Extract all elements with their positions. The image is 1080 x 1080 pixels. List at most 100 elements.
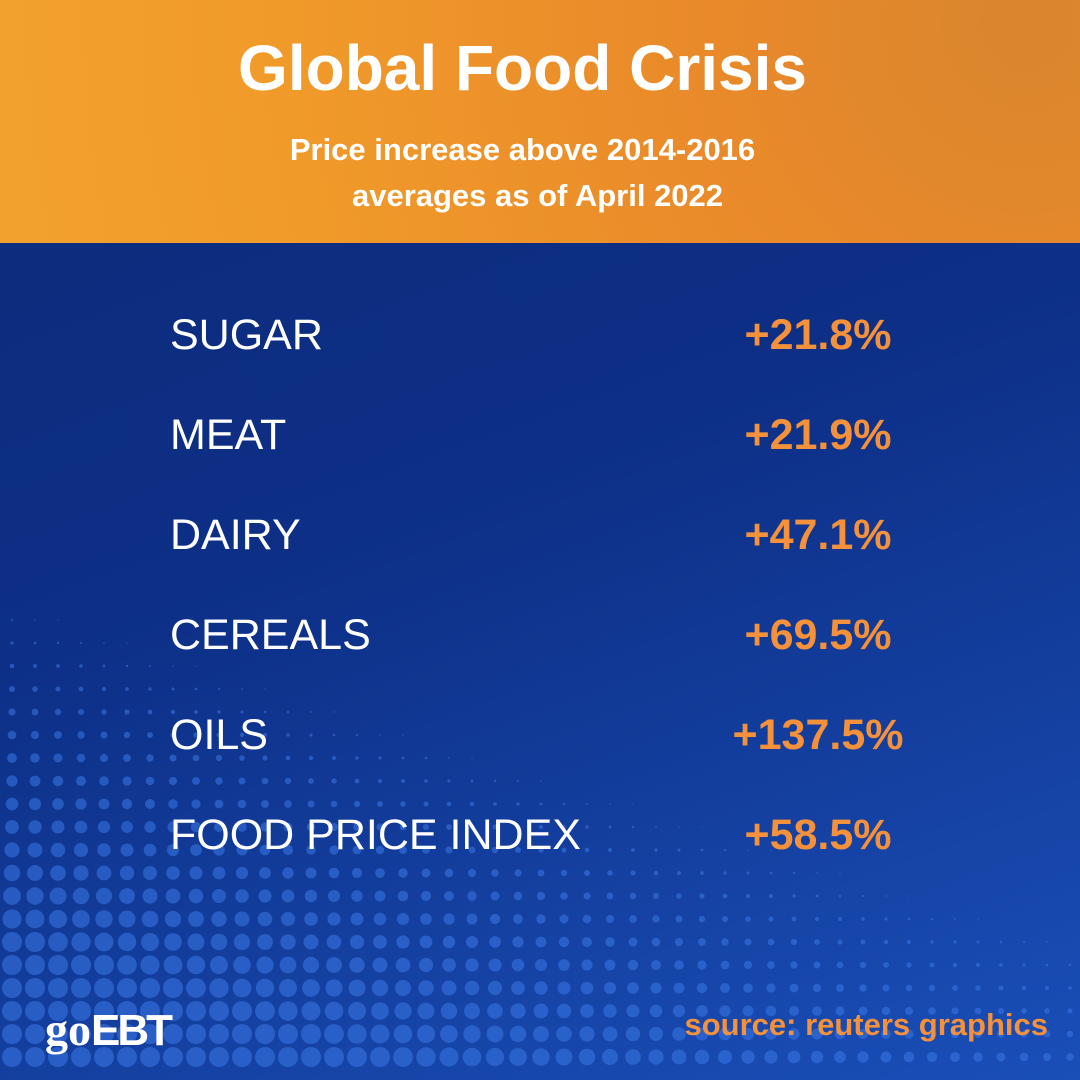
- logo-ebt: EBT: [91, 1006, 173, 1055]
- dot: [117, 978, 137, 998]
- dot: [25, 1024, 45, 1044]
- dot: [696, 982, 708, 994]
- dot: [167, 821, 179, 833]
- dot: [324, 1024, 344, 1044]
- dot: [376, 823, 384, 831]
- dot: [538, 847, 544, 853]
- dot: [214, 822, 224, 832]
- dot: [163, 955, 183, 975]
- dot: [884, 917, 888, 921]
- dot: [260, 822, 270, 832]
- dot: [209, 978, 229, 998]
- dot: [308, 755, 314, 761]
- dot: [163, 1024, 183, 1044]
- dot: [54, 731, 62, 739]
- dot: [329, 845, 339, 855]
- dot: [373, 935, 387, 949]
- dot: [422, 846, 430, 854]
- dot: [140, 1024, 160, 1044]
- dot: [141, 910, 159, 928]
- dot: [121, 821, 133, 833]
- dot: [352, 845, 362, 855]
- dot: [2, 1024, 22, 1044]
- dot: [210, 933, 228, 951]
- dot: [256, 956, 274, 974]
- dot: [32, 663, 38, 669]
- dot: [194, 710, 198, 714]
- dot: [163, 1001, 183, 1021]
- dot: [140, 978, 160, 998]
- dot: [511, 981, 525, 995]
- dot: [857, 1028, 869, 1040]
- dot: [951, 1007, 959, 1015]
- dot: [146, 754, 154, 762]
- dot: [232, 1024, 252, 1044]
- dot: [401, 756, 405, 760]
- dot: [255, 1047, 275, 1067]
- dot: [880, 1051, 892, 1063]
- dot: [514, 869, 522, 877]
- dot: [49, 887, 67, 905]
- dot: [333, 711, 335, 713]
- dot: [492, 824, 498, 830]
- dot: [186, 978, 206, 998]
- dot: [328, 890, 340, 902]
- dot: [97, 820, 111, 834]
- dot: [792, 871, 796, 875]
- dot: [168, 776, 178, 786]
- dot: [581, 959, 593, 971]
- dot: [145, 776, 155, 786]
- dot: [186, 1047, 206, 1067]
- dot: [673, 982, 685, 994]
- dot: [447, 779, 451, 783]
- dot: [327, 912, 341, 926]
- dot: [579, 1026, 595, 1042]
- item-value: +69.5%: [744, 611, 892, 659]
- dot: [191, 799, 201, 809]
- dot: [1021, 985, 1027, 991]
- dot: [885, 895, 887, 897]
- dot: [9, 686, 15, 692]
- dot: [118, 910, 136, 928]
- dot: [629, 915, 637, 923]
- dot: [607, 870, 613, 876]
- dot: [743, 983, 753, 993]
- dot: [444, 868, 454, 878]
- dot: [509, 1025, 527, 1043]
- dot: [145, 799, 155, 809]
- dot: [1066, 1053, 1074, 1061]
- dot: [630, 870, 636, 876]
- dot: [189, 866, 203, 880]
- dot: [540, 780, 542, 782]
- dot: [2, 1047, 22, 1067]
- dot: [281, 912, 295, 926]
- dot: [418, 957, 434, 973]
- dot: [232, 1047, 252, 1067]
- dot: [281, 889, 295, 903]
- dot: [465, 958, 479, 972]
- dot: [419, 935, 433, 949]
- dot: [398, 868, 408, 878]
- dot: [309, 733, 313, 737]
- dot: [209, 1047, 229, 1067]
- dot: [469, 801, 475, 807]
- dot: [768, 916, 774, 922]
- dot: [210, 956, 228, 974]
- dot: [626, 1004, 640, 1018]
- dot: [370, 1024, 390, 1044]
- dot: [75, 798, 87, 810]
- dot: [860, 939, 866, 945]
- dot: [883, 939, 889, 945]
- dot: [25, 1047, 45, 1067]
- dot: [11, 619, 13, 621]
- dot: [98, 798, 110, 810]
- dot: [48, 909, 68, 929]
- dot: [76, 753, 86, 763]
- dot: [815, 894, 819, 898]
- dot: [443, 913, 455, 925]
- dot: [653, 893, 659, 899]
- header-band: [0, 0, 1080, 243]
- dot: [236, 844, 248, 856]
- dot: [1023, 941, 1025, 943]
- dot: [464, 1003, 480, 1019]
